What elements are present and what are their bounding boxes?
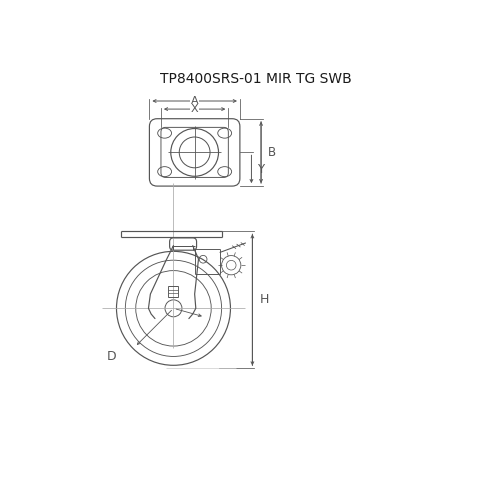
- Text: B: B: [268, 146, 276, 159]
- Text: D: D: [107, 350, 117, 363]
- Text: H: H: [260, 294, 268, 306]
- Text: Y: Y: [257, 162, 264, 175]
- Text: TP8400SRS-01 MIR TG SWB: TP8400SRS-01 MIR TG SWB: [160, 72, 352, 86]
- Text: A: A: [191, 96, 198, 106]
- Text: X: X: [191, 104, 198, 114]
